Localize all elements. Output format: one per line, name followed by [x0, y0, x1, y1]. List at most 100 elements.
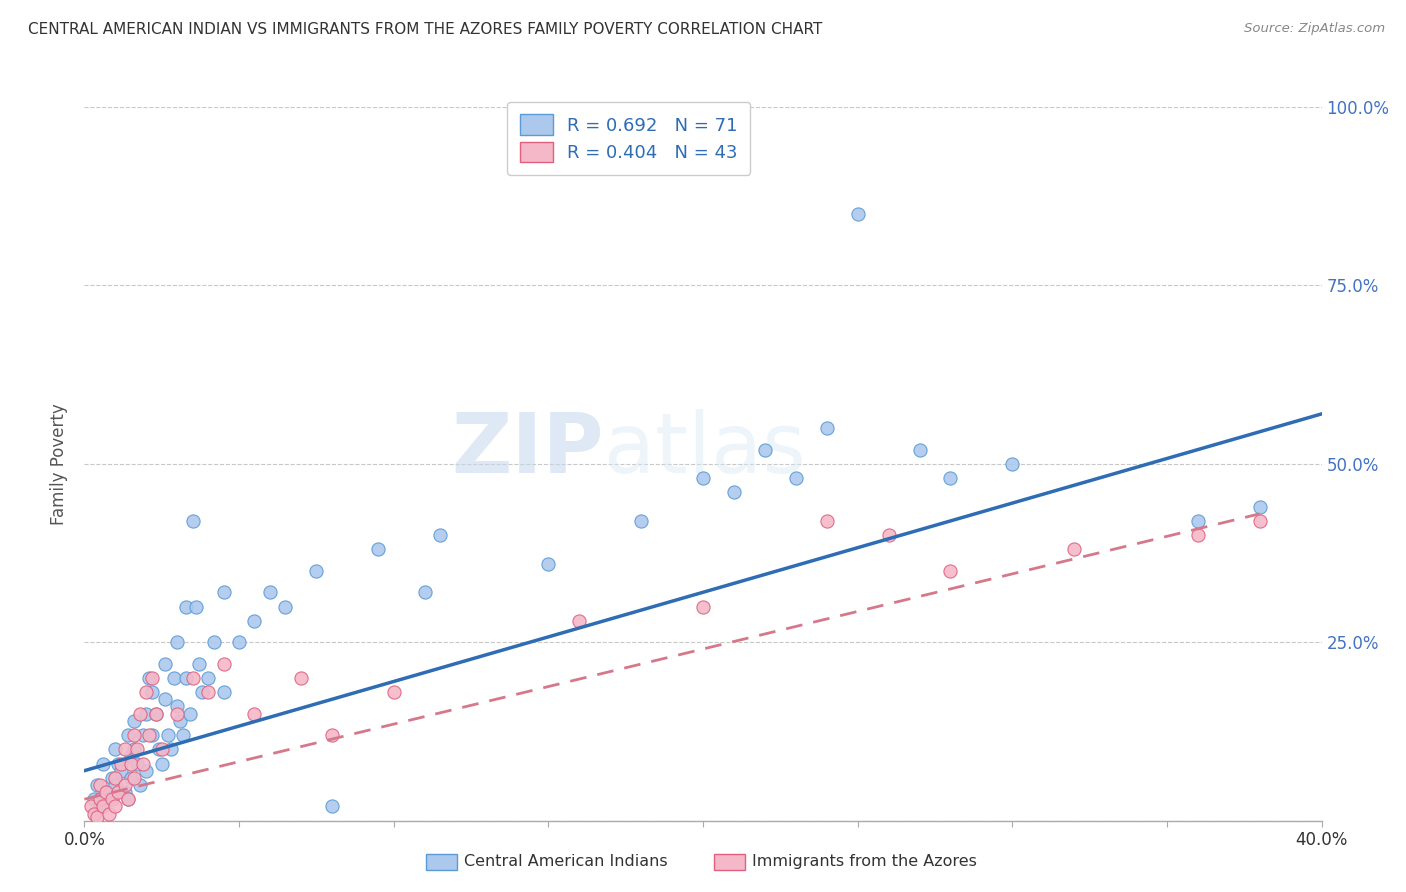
Point: [94, 785, 117, 799]
Point: [148, 742, 170, 756]
Point: [166, 635, 188, 649]
Point: [243, 706, 266, 721]
Point: [243, 614, 266, 628]
Point: [1187, 528, 1209, 542]
Point: [754, 442, 776, 457]
Point: [104, 771, 127, 785]
Point: [228, 635, 250, 649]
Text: CENTRAL AMERICAN INDIAN VS IMMIGRANTS FROM THE AZORES FAMILY POVERTY CORRELATION: CENTRAL AMERICAN INDIAN VS IMMIGRANTS FR…: [28, 22, 823, 37]
Point: [135, 706, 157, 721]
Point: [939, 564, 962, 578]
Point: [89, 799, 111, 814]
Point: [125, 742, 148, 756]
Point: [181, 671, 204, 685]
Point: [117, 728, 139, 742]
Point: [305, 564, 328, 578]
Point: [122, 728, 145, 742]
Point: [413, 585, 436, 599]
Point: [321, 728, 343, 742]
Point: [150, 756, 173, 771]
Point: [176, 671, 198, 685]
Point: [290, 671, 312, 685]
Point: [153, 692, 176, 706]
Point: [429, 528, 451, 542]
Point: [1249, 514, 1271, 528]
Point: [187, 657, 209, 671]
Point: [181, 514, 204, 528]
Point: [197, 685, 219, 699]
Point: [908, 442, 931, 457]
Point: [89, 778, 111, 792]
Point: [120, 771, 142, 785]
Point: [104, 742, 127, 756]
Point: [1187, 514, 1209, 528]
Text: ZIP: ZIP: [451, 409, 605, 490]
Point: [129, 706, 152, 721]
Point: [114, 742, 136, 756]
Point: [145, 706, 167, 721]
Point: [91, 756, 114, 771]
Point: [107, 785, 129, 799]
Point: [135, 764, 157, 778]
Point: [104, 799, 127, 814]
Point: [179, 706, 201, 721]
Point: [114, 785, 136, 799]
Point: [172, 728, 194, 742]
Point: [202, 635, 225, 649]
Point: [145, 706, 167, 721]
Point: [120, 756, 142, 771]
Point: [79, 799, 101, 814]
Point: [89, 792, 111, 806]
Point: [83, 792, 105, 806]
Point: [122, 742, 145, 756]
Point: [321, 799, 343, 814]
Point: [212, 585, 235, 599]
Point: [692, 599, 714, 614]
Point: [846, 207, 869, 221]
Point: [117, 792, 139, 806]
Point: [107, 756, 129, 771]
Point: [1063, 542, 1085, 557]
Point: [94, 785, 117, 799]
Point: [98, 792, 121, 806]
Point: [176, 599, 198, 614]
Point: [382, 685, 405, 699]
Text: Immigrants from the Azores: Immigrants from the Azores: [752, 855, 977, 869]
Point: [723, 485, 745, 500]
Point: [153, 657, 176, 671]
Point: [132, 756, 155, 771]
Point: [138, 728, 160, 742]
Legend: R = 0.692   N = 71, R = 0.404   N = 43: R = 0.692 N = 71, R = 0.404 N = 43: [508, 102, 751, 175]
Point: [110, 764, 132, 778]
Point: [91, 799, 114, 814]
Point: [120, 749, 142, 764]
Point: [212, 685, 235, 699]
Point: [212, 657, 235, 671]
Point: [117, 792, 139, 806]
Point: [132, 728, 155, 742]
Point: [1001, 457, 1024, 471]
Point: [135, 685, 157, 699]
Point: [367, 542, 389, 557]
Text: Central American Indians: Central American Indians: [464, 855, 668, 869]
Point: [122, 771, 145, 785]
Point: [101, 792, 124, 806]
Point: [939, 471, 962, 485]
Point: [537, 557, 560, 571]
Point: [877, 528, 900, 542]
Point: [98, 806, 121, 821]
Point: [141, 685, 163, 699]
Point: [630, 514, 652, 528]
Point: [150, 742, 173, 756]
Point: [1249, 500, 1271, 514]
Point: [259, 585, 281, 599]
Point: [101, 771, 124, 785]
Point: [86, 778, 108, 792]
Point: [197, 671, 219, 685]
Point: [274, 599, 297, 614]
Point: [129, 778, 152, 792]
Point: [191, 685, 214, 699]
Point: [141, 728, 163, 742]
Point: [166, 699, 188, 714]
Point: [166, 706, 188, 721]
